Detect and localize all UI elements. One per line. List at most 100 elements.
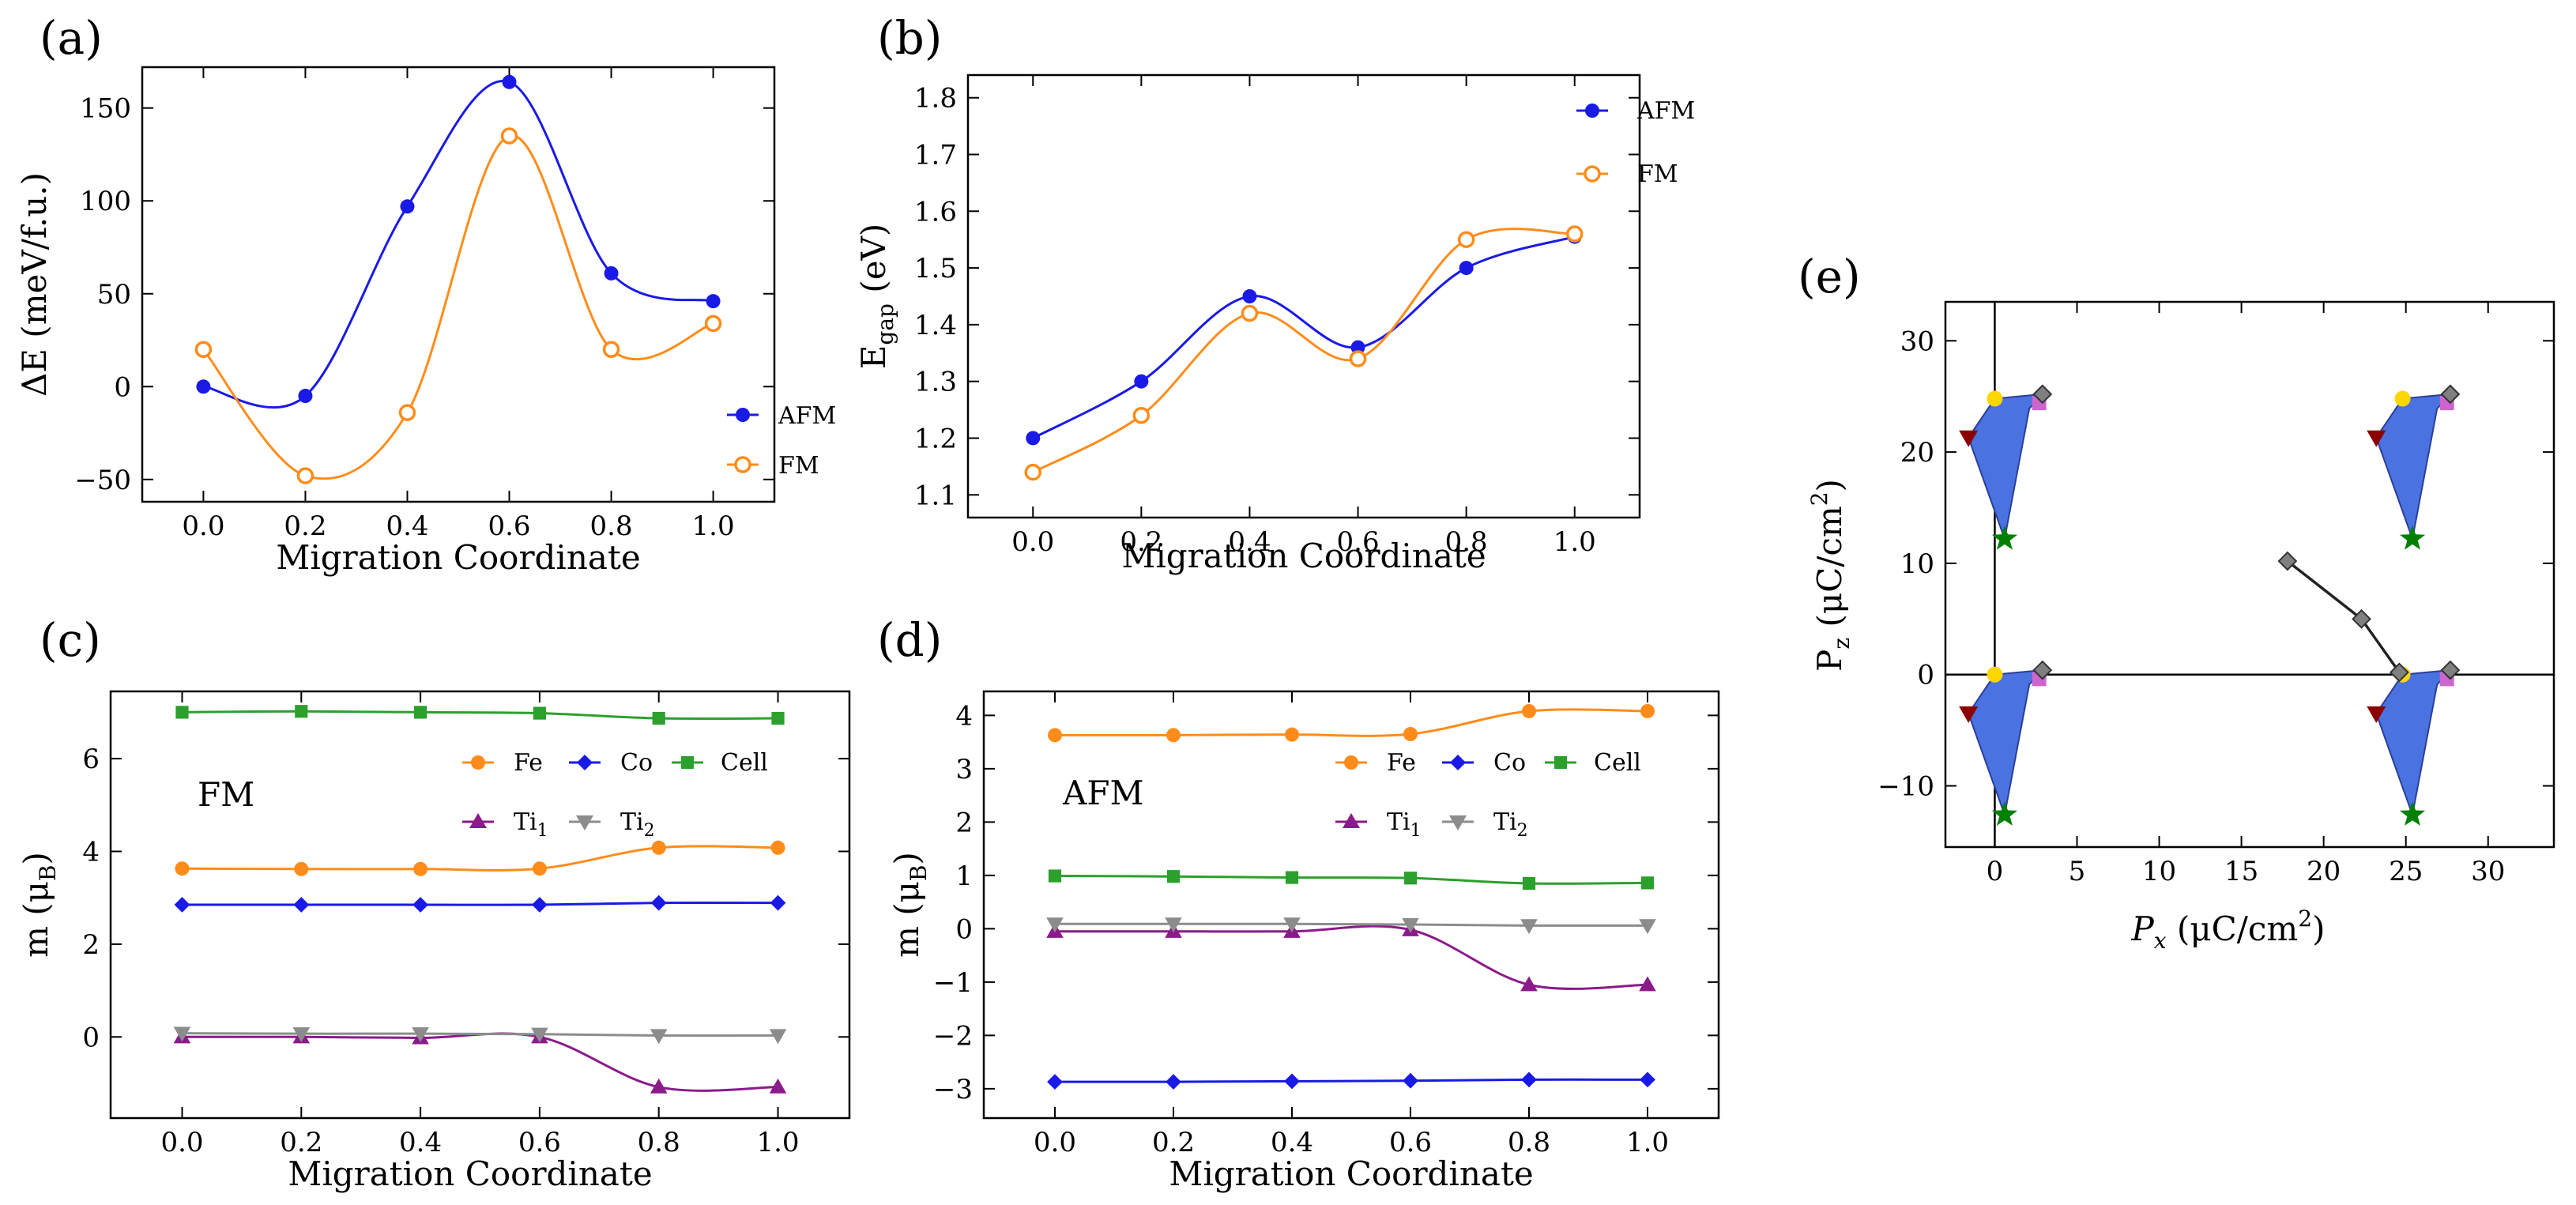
point-a-fm xyxy=(194,341,213,359)
panel-b-xtick-label: 0.4 xyxy=(1228,526,1271,558)
panel-d-xtick-label: 1.0 xyxy=(1626,1127,1669,1158)
panel-a-label: (a) xyxy=(40,11,103,65)
panel-d-xtick-label: 0.8 xyxy=(1508,1127,1550,1158)
point-b-fm xyxy=(1241,304,1259,322)
panel-e-ylabel: Pz (μC/cm2) xyxy=(1806,479,1855,672)
panel-a-xtick-label: 0.0 xyxy=(182,510,224,542)
panel-c-xlabel: Migration Coordinate xyxy=(288,1154,652,1193)
point-b-afm xyxy=(1350,340,1365,355)
series-b-afm-line xyxy=(1032,235,1576,439)
series-d-fe-line xyxy=(1054,708,1648,737)
point-b-fm xyxy=(1349,350,1367,367)
panel-d-series xyxy=(1046,703,1656,1090)
marker-p5-diamond xyxy=(2440,660,2461,680)
panel-d-xtick-label: 0.4 xyxy=(1271,1127,1313,1158)
series-c-ti2-line xyxy=(182,1032,778,1037)
series-c-co-line xyxy=(182,901,778,906)
point-c-ti2 xyxy=(292,1027,311,1042)
legend-d-cell-label: Cell xyxy=(1594,749,1641,777)
panel-e-ytick-label: 0 xyxy=(1917,660,1934,691)
panel-b-series xyxy=(1024,225,1584,481)
panel-d-xlabel: Migration Coordinate xyxy=(1169,1154,1533,1193)
panel-b-ytick-label: 1.3 xyxy=(914,367,957,398)
point-d-ti1 xyxy=(1639,976,1656,992)
panel-e: (e) 0 5 10 15 20 25 30 −10 0 10 20 30 Px (μC/cm2) P… xyxy=(1798,250,2555,954)
legend-d-ti2-marker xyxy=(1449,815,1467,830)
series-d-cell-line xyxy=(1054,875,1648,885)
point-d-ti2 xyxy=(1283,917,1301,933)
panel-d-ytick-label: 3 xyxy=(955,754,973,785)
point-d-cell xyxy=(1403,872,1418,885)
point-a-afm xyxy=(196,379,211,394)
panel-d-ytick-label: 2 xyxy=(955,807,973,838)
panel-e-ytick-label: 10 xyxy=(1900,548,1934,580)
panel-a-ytick-label: 0 xyxy=(114,371,131,403)
panel-a-xtick-label: 0.8 xyxy=(590,510,633,542)
panel-b-xtick-label: 0.2 xyxy=(1120,526,1162,558)
point-c-ti1 xyxy=(769,1078,787,1094)
panel-d-inset-label: AFM xyxy=(1062,774,1143,812)
marker-p1-circle xyxy=(1987,390,2003,407)
panel-a-xtick-label: 1.0 xyxy=(692,510,735,542)
panel-b: (b) 0.0 0.2 0.4 0.6 0.8 1.0 1.1 1.2 1.3 1.4 1.5 1.6… xyxy=(854,11,1695,575)
legend-d-fe-marker xyxy=(1344,755,1358,770)
marker-p5-diamond xyxy=(2032,384,2053,405)
legend-c-ti2-marker xyxy=(576,815,593,830)
legend-d-ti1-label: Ti1 xyxy=(1387,808,1422,841)
panel-d-legend: Fe Co Cell Ti1 Ti2 xyxy=(1335,749,1641,841)
panel-e-zero-lines xyxy=(1945,302,2554,847)
point-c-fe xyxy=(770,840,785,855)
point-b-afm xyxy=(1242,289,1257,303)
marker-p2-triangle-down xyxy=(2367,706,2386,724)
point-b-fm xyxy=(1132,407,1151,424)
point-d-co xyxy=(1166,1074,1181,1090)
series-b-fm-line xyxy=(1032,228,1575,473)
panel-e-xtick-label: 15 xyxy=(2224,856,2258,887)
point-c-co xyxy=(532,897,548,913)
polarization-polygon xyxy=(1967,393,2045,542)
point-d-fe xyxy=(1048,728,1062,743)
point-d-cell xyxy=(1522,876,1536,891)
point-d-ti2 xyxy=(1402,917,1419,933)
point-c-co xyxy=(174,897,190,913)
panel-b-xtick-label: 0.8 xyxy=(1445,526,1488,558)
polarization-path-point xyxy=(2389,662,2409,683)
point-c-cell xyxy=(413,706,427,719)
panel-c-ytick-label: 0 xyxy=(82,1022,100,1053)
panel-d-ytick-label: −1 xyxy=(933,967,973,999)
series-c-fe-line xyxy=(182,845,778,872)
panel-a: (a) 0.0 0.2 0.4 0.6 0.8 1.0 −50 0 50 100 150 Migra… xyxy=(15,11,836,577)
legend-d-co-marker xyxy=(1450,755,1466,770)
panel-c-xtick-label: 1.0 xyxy=(756,1127,799,1158)
panel-a-series xyxy=(194,74,722,484)
point-b-afm xyxy=(1134,374,1149,389)
legend-c-ti1-marker xyxy=(469,813,487,828)
point-c-ti2 xyxy=(173,1026,191,1042)
panel-b-xlabel: Migration Coordinate xyxy=(1121,537,1486,575)
point-a-fm xyxy=(296,467,314,484)
point-b-fm xyxy=(1457,231,1475,248)
panel-e-ytick-label: −10 xyxy=(1877,771,1934,803)
point-d-co xyxy=(1047,1074,1063,1090)
polarization-path-point xyxy=(2352,608,2371,629)
panel-e-xtick-label: 20 xyxy=(2307,856,2341,887)
point-c-fe xyxy=(294,861,309,876)
panel-d-ytick-label: 4 xyxy=(955,700,973,732)
panel-d-xtick-label: 0.6 xyxy=(1389,1127,1432,1158)
panel-e-xtick-label: 25 xyxy=(2389,856,2423,887)
panel-c-inset-label: FM xyxy=(198,775,254,814)
legend-a-afm-label: AFM xyxy=(778,402,836,430)
marker-p3-star xyxy=(1991,801,2018,826)
marker-p3-star xyxy=(1991,525,2018,550)
point-d-ti2 xyxy=(1046,917,1064,933)
panel-c-xtick-label: 0.8 xyxy=(638,1127,680,1158)
series-c-cell-line xyxy=(182,710,778,721)
point-d-cell xyxy=(1048,869,1062,883)
legend-c-cell-label: Cell xyxy=(721,749,768,777)
panel-e-ticks: 0 5 10 15 20 25 30 −10 0 10 20 30 xyxy=(1877,302,2554,887)
point-c-fe xyxy=(175,861,190,876)
panel-d-label: (d) xyxy=(877,613,942,667)
point-c-cell xyxy=(295,705,308,718)
point-b-fm xyxy=(1565,225,1584,243)
point-a-fm xyxy=(602,341,620,359)
